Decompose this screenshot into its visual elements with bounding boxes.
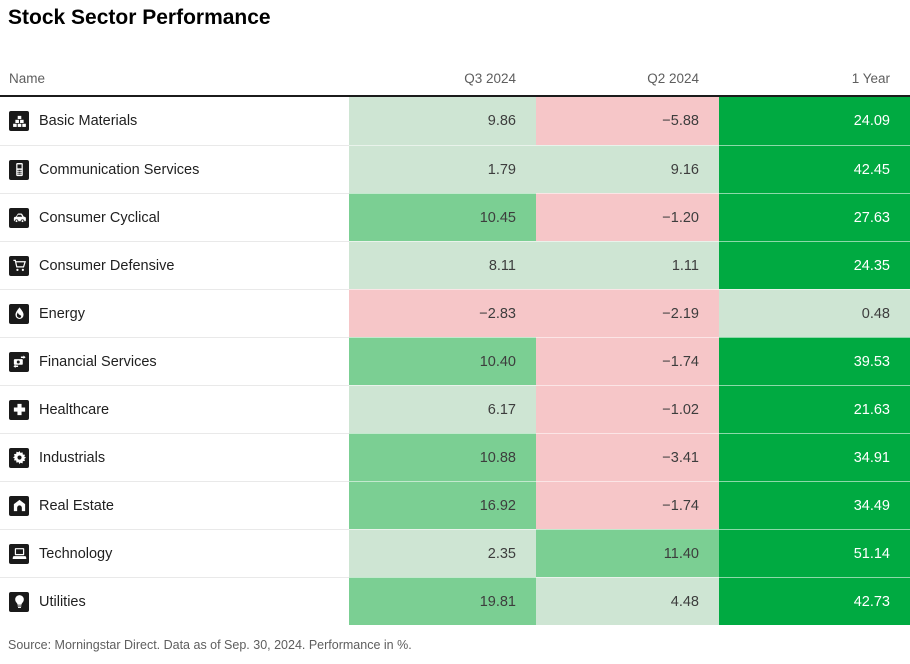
- table-body: Basic Materials 9.86 −5.88 24.09 Communi…: [0, 97, 910, 625]
- sector-label: Utilities: [39, 593, 86, 610]
- table-row: Communication Services 1.79 9.16 42.45: [0, 145, 910, 193]
- q3-2024-value-cell: 10.45: [349, 193, 536, 241]
- q3-2024-value-cell: 2.35: [349, 529, 536, 577]
- 1-year-value-cell: 39.53: [719, 337, 910, 385]
- q2-2024-value-cell: 9.16: [536, 145, 719, 193]
- sector-label: Consumer Defensive: [39, 257, 175, 274]
- 1-year-value-cell: 0.48: [719, 289, 910, 337]
- healthcare-icon: [9, 399, 29, 420]
- basic-materials-icon: [9, 111, 29, 131]
- sector-label: Communication Services: [39, 161, 200, 178]
- table-row: Technology 2.35 11.40 51.14: [0, 529, 910, 577]
- sector-name-cell: Real Estate: [0, 481, 349, 529]
- table-row: Basic Materials 9.86 −5.88 24.09: [0, 97, 910, 145]
- 1-year-value-cell: 27.63: [719, 193, 910, 241]
- q3-2024-value-cell: 6.17: [349, 385, 536, 433]
- table-row: Healthcare 6.17 −1.02 21.63: [0, 385, 910, 433]
- column-header-1-year: 1 Year: [851, 71, 890, 86]
- sector-label: Consumer Cyclical: [39, 209, 160, 226]
- table-row: Consumer Defensive 8.11 1.11 24.35: [0, 241, 910, 289]
- table-row: Industrials 10.88 −3.41 34.91: [0, 433, 910, 481]
- table-row: Utilities 19.81 4.48 42.73: [0, 577, 910, 625]
- 1-year-value-cell: 42.73: [719, 577, 910, 625]
- sector-label: Financial Services: [39, 353, 157, 370]
- q2-2024-value-cell: −1.74: [536, 481, 719, 529]
- q2-2024-value-cell: −3.41: [536, 433, 719, 481]
- sector-label: Healthcare: [39, 401, 110, 418]
- table-header-row: Name Q3 2024 Q2 2024 1 Year: [0, 31, 910, 97]
- q3-2024-value-cell: 19.81: [349, 577, 536, 625]
- q3-2024-value-cell: 10.40: [349, 337, 536, 385]
- source-note: Source: Morningstar Direct. Data as of S…: [8, 638, 412, 652]
- financial-services-icon: [9, 351, 29, 372]
- page-title: Stock Sector Performance: [8, 6, 271, 29]
- real-estate-icon: [9, 495, 29, 516]
- q2-2024-value-cell: −1.74: [536, 337, 719, 385]
- industrials-icon: [9, 447, 29, 468]
- sector-name-cell: Healthcare: [0, 385, 349, 433]
- column-header-q2-2024: Q2 2024: [647, 71, 699, 86]
- sector-label: Industrials: [39, 449, 106, 466]
- q3-2024-value-cell: 8.11: [349, 241, 536, 289]
- q3-2024-value-cell: −2.83: [349, 289, 536, 337]
- 1-year-value-cell: 24.09: [719, 97, 910, 145]
- q3-2024-value-cell: 16.92: [349, 481, 536, 529]
- 1-year-value-cell: 34.49: [719, 481, 910, 529]
- q2-2024-value-cell: −2.19: [536, 289, 719, 337]
- consumer-defensive-icon: [9, 255, 29, 276]
- sector-name-cell: Industrials: [0, 433, 349, 481]
- sector-label: Technology: [39, 545, 113, 562]
- sector-name-cell: Energy: [0, 289, 349, 337]
- q3-2024-value-cell: 10.88: [349, 433, 536, 481]
- technology-icon: [9, 543, 29, 564]
- sector-label: Energy: [39, 305, 85, 322]
- sector-name-cell: Financial Services: [0, 337, 349, 385]
- sector-name-cell: Basic Materials: [0, 97, 349, 145]
- table-row: Real Estate 16.92 −1.74 34.49: [0, 481, 910, 529]
- 1-year-value-cell: 51.14: [719, 529, 910, 577]
- utilities-icon: [9, 591, 29, 612]
- 1-year-value-cell: 34.91: [719, 433, 910, 481]
- communication-services-icon: [9, 159, 29, 180]
- q3-2024-value-cell: 9.86: [349, 97, 536, 145]
- table-row: Energy −2.83 −2.19 0.48: [0, 289, 910, 337]
- q2-2024-value-cell: 1.11: [536, 241, 719, 289]
- q2-2024-value-cell: −5.88: [536, 97, 719, 145]
- 1-year-value-cell: 42.45: [719, 145, 910, 193]
- sector-name-cell: Technology: [0, 529, 349, 577]
- energy-icon: [9, 303, 29, 324]
- sector-label: Basic Materials: [39, 113, 138, 129]
- table-row: Consumer Cyclical 10.45 −1.20 27.63: [0, 193, 910, 241]
- sector-name-cell: Utilities: [0, 577, 349, 625]
- table-row: Financial Services 10.40 −1.74 39.53: [0, 337, 910, 385]
- 1-year-value-cell: 24.35: [719, 241, 910, 289]
- consumer-cyclical-icon: [9, 207, 29, 228]
- q2-2024-value-cell: 4.48: [536, 577, 719, 625]
- q2-2024-value-cell: 11.40: [536, 529, 719, 577]
- q3-2024-value-cell: 1.79: [349, 145, 536, 193]
- column-header-name: Name: [9, 71, 46, 86]
- 1-year-value-cell: 21.63: [719, 385, 910, 433]
- column-header-q3-2024: Q3 2024: [464, 71, 516, 86]
- sector-name-cell: Communication Services: [0, 145, 349, 193]
- sector-label: Real Estate: [39, 497, 114, 514]
- q2-2024-value-cell: −1.02: [536, 385, 719, 433]
- sector-name-cell: Consumer Cyclical: [0, 193, 349, 241]
- q2-2024-value-cell: −1.20: [536, 193, 719, 241]
- sector-name-cell: Consumer Defensive: [0, 241, 349, 289]
